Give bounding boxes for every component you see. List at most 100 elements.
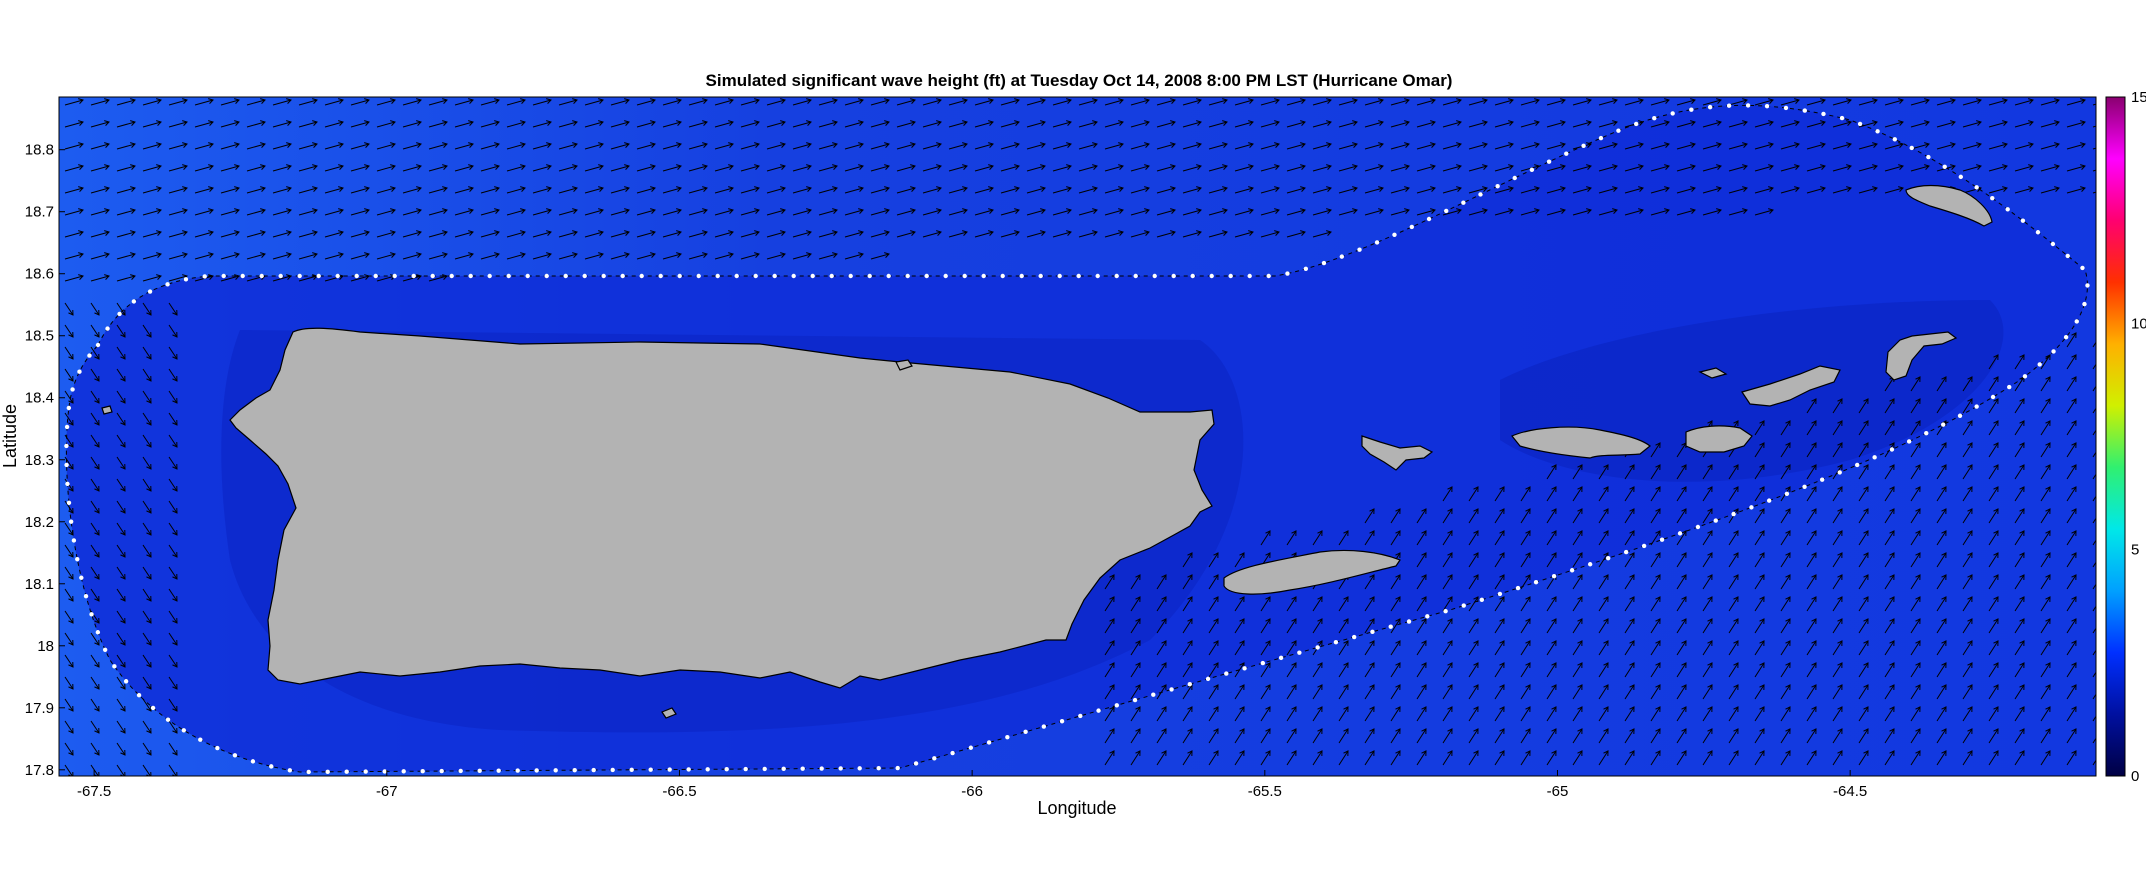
boundary-node [1038,273,1043,279]
wind-vector [896,209,916,216]
wind-vector [1520,486,1531,502]
wind-vector-head [1655,596,1661,603]
wind-vector-head [172,683,178,690]
wind-vector [1676,552,1687,568]
wind-vector [948,165,968,172]
wind-vector-head [1525,662,1531,669]
wind-vector-head [884,164,890,170]
wind-vector [1754,530,1765,546]
wind-vector-head [1976,164,1982,170]
wind-vector [168,478,178,492]
wind-vector [1624,508,1635,524]
wind-vector [1780,706,1791,722]
wind-vector-head [1274,230,1280,236]
wind-vector [1936,486,1947,502]
wind-vector-head [94,749,100,756]
wind-vector-head [1525,618,1531,625]
wind-vector [116,143,136,150]
wind-vector [168,544,178,558]
wind-vector [1650,486,1661,502]
wind-vector [1780,143,1800,150]
boundary-node [411,273,416,279]
wind-vector [1026,121,1046,128]
wind-vector [1546,121,1566,128]
boundary-node [95,342,101,348]
wind-vector-head [988,186,994,192]
wind-vector-head [1924,142,1930,148]
wind-vector [584,143,604,150]
wind-vector-head [1456,186,1462,192]
boundary-node [1659,537,1665,542]
wind-vector-head [2045,486,2051,493]
wind-vector-head [1421,684,1427,691]
wind-vector-head [650,120,656,126]
wind-vector-head [2045,420,2051,427]
wind-vector [168,390,178,404]
wind-vector [1884,442,1895,458]
wind-vector [116,500,126,514]
boundary-dots [64,103,2090,775]
wind-vector-head [650,230,656,236]
wind-vector-head [1889,662,1895,669]
wind-vector-head [1629,662,1635,669]
wind-vector [1546,165,1566,172]
boundary-node [525,273,530,279]
wind-vector [1546,684,1557,700]
wind-vector [1910,398,1921,414]
wind-vector-head [1326,142,1332,148]
wind-vector-head [1196,186,1202,192]
boundary-node [781,766,786,771]
wind-vector-head [858,230,864,236]
wind-vector [90,676,100,690]
wind-vector [2014,420,2025,436]
wind-vector-head [1378,98,1384,104]
wind-vector [1208,209,1228,216]
wind-vector-head [1525,574,1531,581]
boundary-node [2035,230,2041,235]
wind-vector-head [1690,164,1696,170]
wind-vector [116,434,126,448]
wind-vector [1182,187,1202,194]
wind-vector-head [1170,164,1176,170]
wind-vector [1442,187,1462,194]
boundary-node [1426,216,1432,222]
wind-vector-head [1889,530,1895,537]
wind-vector [1442,530,1453,546]
wind-vector-head [1404,120,1410,126]
wind-vector [1858,464,1869,480]
boundary-node [1095,273,1100,279]
wind-vector [870,187,890,194]
wind-vector-head [1967,706,1973,713]
wind-vector [1598,618,1609,634]
wind-vector [142,720,152,734]
wind-vector-head [1811,420,1817,427]
wind-vector-head [1473,486,1479,493]
wind-vector [194,187,214,194]
wind-vector [2014,442,2025,458]
wind-vector-head [1369,574,1375,581]
wind-vector-head [1863,750,1869,757]
wind-vector-head [1144,164,1150,170]
wind-vector [766,121,786,128]
wind-vector [90,324,100,338]
wind-vector-head [1352,120,1358,126]
wind-vector-head [1811,684,1817,691]
wind-vector-head [1716,98,1722,104]
wind-vector [1780,640,1791,656]
wind-vector-head [1300,120,1306,126]
wind-vector-head [1707,552,1713,559]
wind-vector [896,143,916,150]
wind-vector [1234,596,1245,612]
boundary-node [1546,159,1552,164]
wind-vector-head [1915,508,1921,515]
wind-vector-head [2045,750,2051,757]
wind-vector-head [1499,706,1505,713]
wind-vector-head [1118,164,1124,170]
wind-vector [1676,187,1696,194]
boundary-node [2085,283,2090,288]
wind-vector-head [2098,751,2102,756]
boundary-node [215,745,220,751]
wind-vector-head [1872,120,1878,126]
wind-vector-head [2071,574,2077,581]
wind-vector-head [1820,142,1826,148]
